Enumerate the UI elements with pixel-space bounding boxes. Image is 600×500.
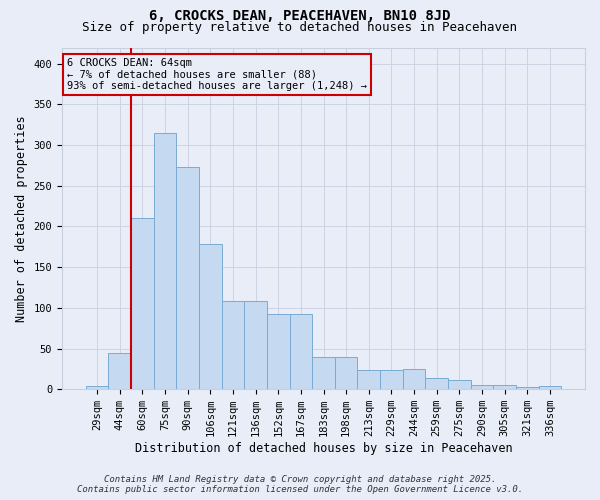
Bar — [109, 354, 131, 389]
Bar — [290, 314, 312, 389]
Y-axis label: Number of detached properties: Number of detached properties — [15, 115, 28, 322]
Bar — [221, 302, 244, 389]
Bar — [199, 244, 221, 389]
Bar — [425, 378, 448, 389]
Bar — [380, 370, 403, 389]
Text: Contains HM Land Registry data © Crown copyright and database right 2025.
Contai: Contains HM Land Registry data © Crown c… — [77, 474, 523, 494]
Bar — [176, 167, 199, 389]
Bar — [358, 370, 380, 389]
Text: 6 CROCKS DEAN: 64sqm
← 7% of detached houses are smaller (88)
93% of semi-detach: 6 CROCKS DEAN: 64sqm ← 7% of detached ho… — [67, 58, 367, 91]
Text: Size of property relative to detached houses in Peacehaven: Size of property relative to detached ho… — [83, 21, 517, 34]
Bar — [493, 385, 516, 389]
Bar — [470, 385, 493, 389]
Bar — [448, 380, 470, 389]
Text: 6, CROCKS DEAN, PEACEHAVEN, BN10 8JD: 6, CROCKS DEAN, PEACEHAVEN, BN10 8JD — [149, 9, 451, 23]
Bar — [403, 369, 425, 389]
Bar — [267, 314, 290, 389]
Bar — [131, 218, 154, 389]
Bar — [312, 358, 335, 389]
Bar — [244, 302, 267, 389]
Bar — [539, 386, 561, 389]
Bar — [516, 387, 539, 389]
Bar — [86, 386, 109, 389]
Bar — [154, 133, 176, 389]
X-axis label: Distribution of detached houses by size in Peacehaven: Distribution of detached houses by size … — [135, 442, 512, 455]
Bar — [335, 358, 358, 389]
